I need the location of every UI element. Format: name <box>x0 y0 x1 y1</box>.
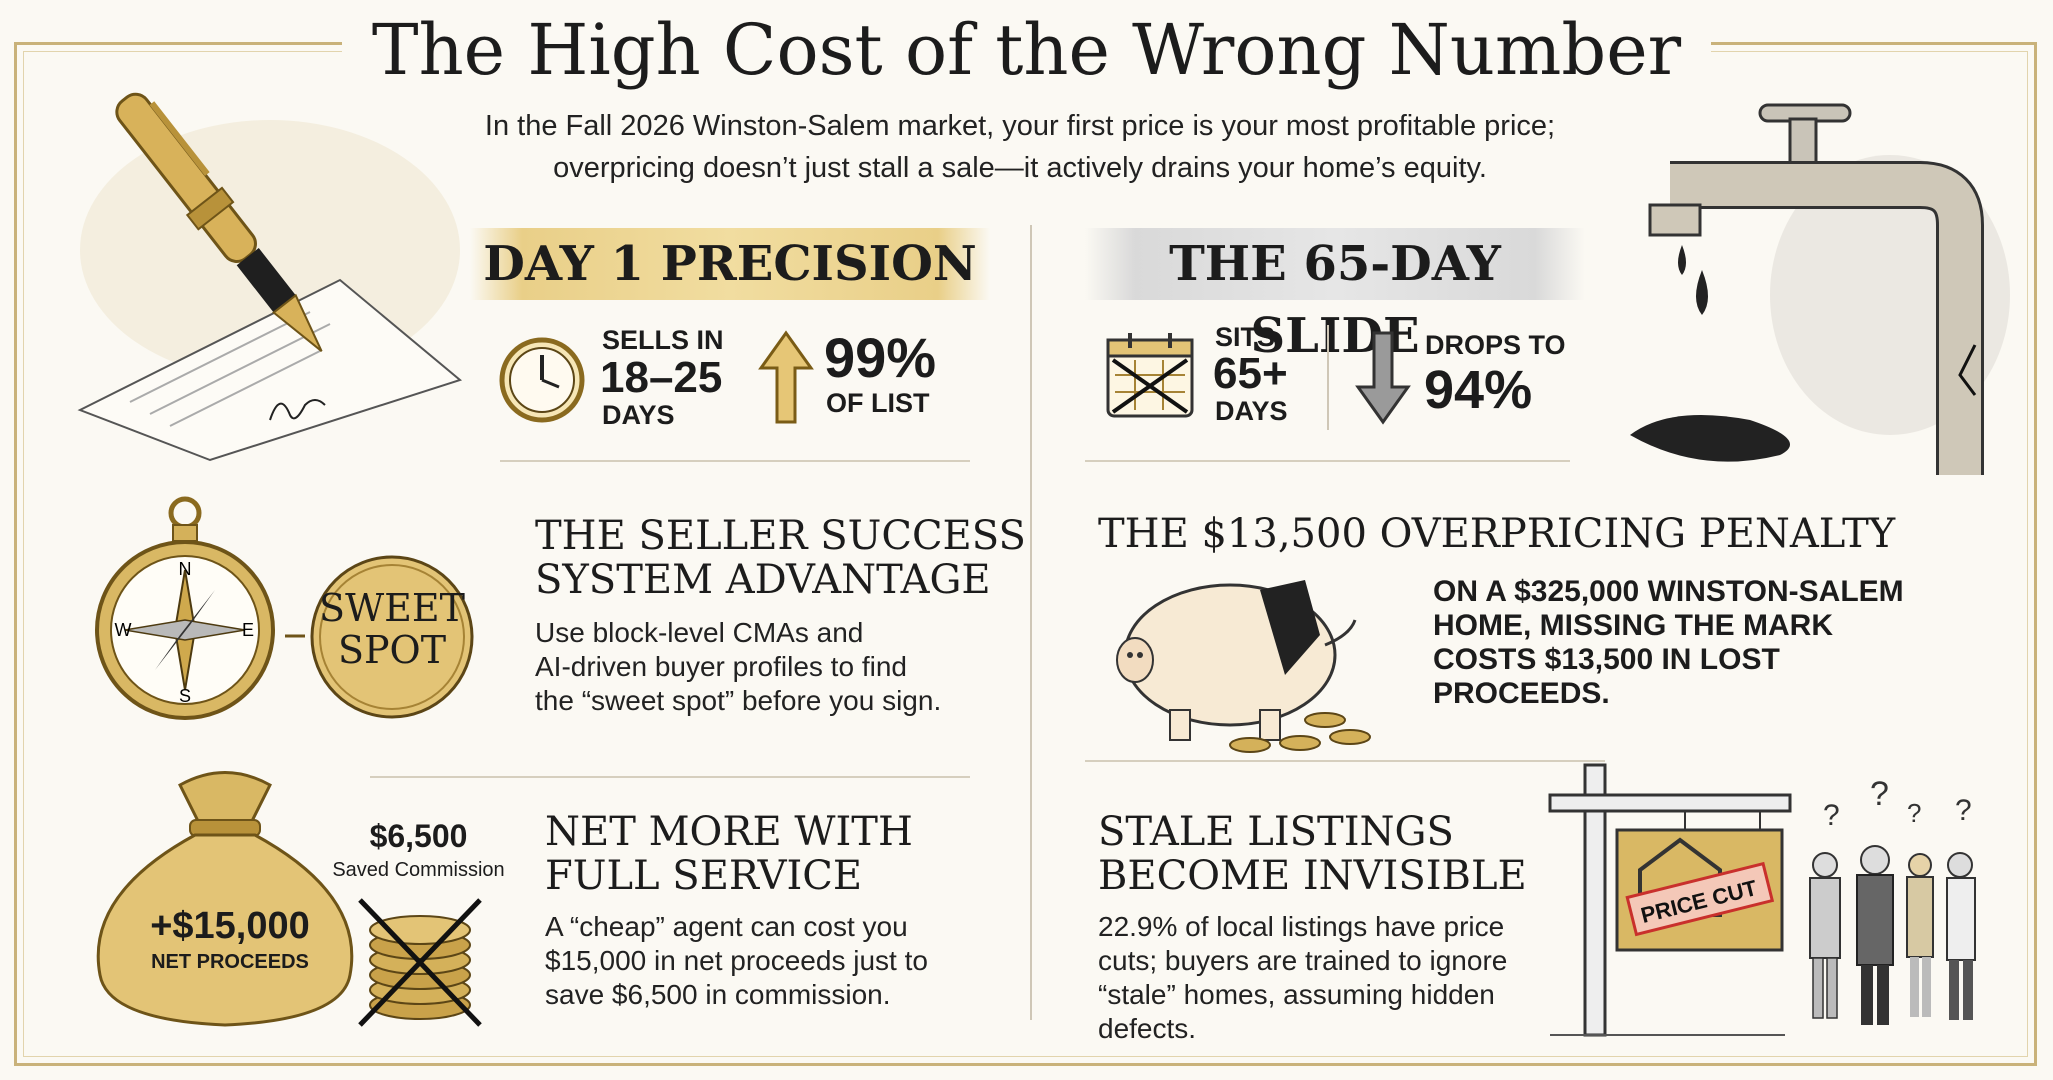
compass-n: N <box>179 559 192 579</box>
bag-label: NET PROCEEDS <box>151 951 309 973</box>
sits-label: SITS <box>1215 322 1276 352</box>
stale-heading: STALE LISTINGS BECOME INVISIBLE <box>1098 810 1527 898</box>
subtitle-line-2: overpricing doesn’t just stall a sale—it… <box>553 152 1487 184</box>
penalty-line-4: PROCEEDS. <box>1433 677 1610 710</box>
subtitle: In the Fall 2026 Winston-Salem market, y… <box>420 105 1620 189</box>
fountain-pen-icon <box>77 92 463 462</box>
success-head-line-2: SYSTEM ADVANTAGE <box>535 557 991 603</box>
subtitle-line-1: In the Fall 2026 Winston-Salem market, y… <box>484 110 1556 142</box>
compass-w: W <box>115 620 132 640</box>
compass-s: S <box>179 686 191 706</box>
svg-text:?: ? <box>1907 798 1921 828</box>
sweet-line-1: SWEET <box>319 586 465 630</box>
sits-value: 65+ <box>1213 349 1288 398</box>
center-divider <box>1030 225 1032 1020</box>
success-head-line-1: THE SELLER SUCCESS <box>535 513 1026 559</box>
stat-divider <box>1327 325 1329 430</box>
confused-buyers-icon: ? ? ? ? <box>1809 775 1976 1025</box>
net-body-line-3: save $6,500 in commission. <box>545 979 891 1010</box>
left-divider-2 <box>370 776 970 778</box>
success-heading: THE SELLER SUCCESS SYSTEM ADVANTAGE <box>535 514 1026 602</box>
stale-head-line-1: STALE LISTINGS <box>1098 809 1454 855</box>
net-body-line-2: $15,000 in net proceeds just to <box>545 945 928 976</box>
net-body-line-1: A “cheap” agent can cost you <box>545 911 908 942</box>
net-head-line-2: FULL SERVICE <box>545 853 863 899</box>
coin-stack-crossed-icon <box>358 898 482 1027</box>
drops-label: DROPS TO <box>1425 330 1566 360</box>
sits-days: DAYS <box>1215 396 1288 426</box>
success-body-line-1: Use block-level CMAs and <box>535 617 864 648</box>
arrow-down-icon <box>1355 331 1411 425</box>
right-divider-1 <box>1085 460 1570 462</box>
list-percent: 99% <box>824 326 937 389</box>
compass-connector <box>285 634 305 638</box>
success-body: Use block-level CMAs and AI-driven buyer… <box>535 616 941 718</box>
money-bag-icon <box>96 771 354 1027</box>
net-head-line-1: NET MORE WITH <box>545 809 913 855</box>
penalty-line-2: HOME, MISSING THE MARK <box>1433 609 1834 642</box>
leaking-faucet-icon <box>1630 103 2010 475</box>
compass-e: E <box>242 620 254 640</box>
saved-amount: $6,500 <box>369 818 468 854</box>
left-divider-1 <box>500 460 970 462</box>
sells-in-label: SELLS IN <box>602 325 724 355</box>
slide-banner: THE 65-DAY SLIDE <box>1085 228 1585 364</box>
price-cut-sign-icon <box>1548 763 1792 1037</box>
svg-text:?: ? <box>1870 775 1889 813</box>
success-body-line-2: AI-driven buyer profiles to find <box>535 651 907 682</box>
stale-head-line-2: BECOME INVISIBLE <box>1098 853 1527 899</box>
day1-banner: DAY 1 PRECISION <box>470 228 990 300</box>
svg-text:?: ? <box>1823 799 1840 832</box>
clock-icon <box>499 337 585 423</box>
drops-value: 94% <box>1424 360 1533 420</box>
net-heading: NET MORE WITH FULL SERVICE <box>545 810 913 898</box>
stale-body: 22.9% of local listings have price cuts;… <box>1098 910 1507 1046</box>
sells-range: 18–25 <box>600 353 723 402</box>
penalty-heading: THE $13,500 OVERPRICING PENALTY <box>1098 511 1896 557</box>
sweet-spot-badge <box>310 555 474 719</box>
sweet-line-2: SPOT <box>337 628 447 672</box>
page-title: The High Cost of the Wrong Number <box>0 0 2053 100</box>
of-list-label: OF LIST <box>826 388 930 418</box>
arrow-up-icon <box>758 330 814 424</box>
sweet-spot-text: SWEET SPOT <box>302 587 482 671</box>
stale-body-line-1: 22.9% of local listings have price <box>1098 911 1505 942</box>
success-body-line-3: the “sweet spot” before you sign. <box>535 685 942 716</box>
net-body: A “cheap” agent can cost you $15,000 in … <box>545 910 928 1012</box>
broken-piggy-bank-icon <box>1116 580 1371 753</box>
saved-label: Saved Commission <box>332 859 505 881</box>
svg-text:?: ? <box>1955 794 1972 827</box>
penalty-line-1: ON A $325,000 WINSTON-SALEM <box>1433 575 1904 608</box>
stale-body-line-4: defects. <box>1098 1013 1197 1044</box>
compass-icon: N S E W <box>95 496 275 720</box>
title-text: The High Cost of the Wrong Number <box>341 9 1712 91</box>
stale-body-line-2: cuts; buyers are trained to ignore <box>1098 945 1508 976</box>
bag-amount: +$15,000 <box>150 905 310 947</box>
calendar-crossed-icon <box>1106 333 1194 418</box>
penalty-body: ON A $325,000 WINSTON-SALEM HOME, MISSIN… <box>1433 575 1904 711</box>
penalty-line-3: COSTS $13,500 IN LOST <box>1433 643 1780 676</box>
stale-body-line-3: “stale” homes, assuming hidden <box>1098 979 1495 1010</box>
right-divider-2 <box>1085 760 1605 762</box>
sells-days: DAYS <box>602 400 675 430</box>
